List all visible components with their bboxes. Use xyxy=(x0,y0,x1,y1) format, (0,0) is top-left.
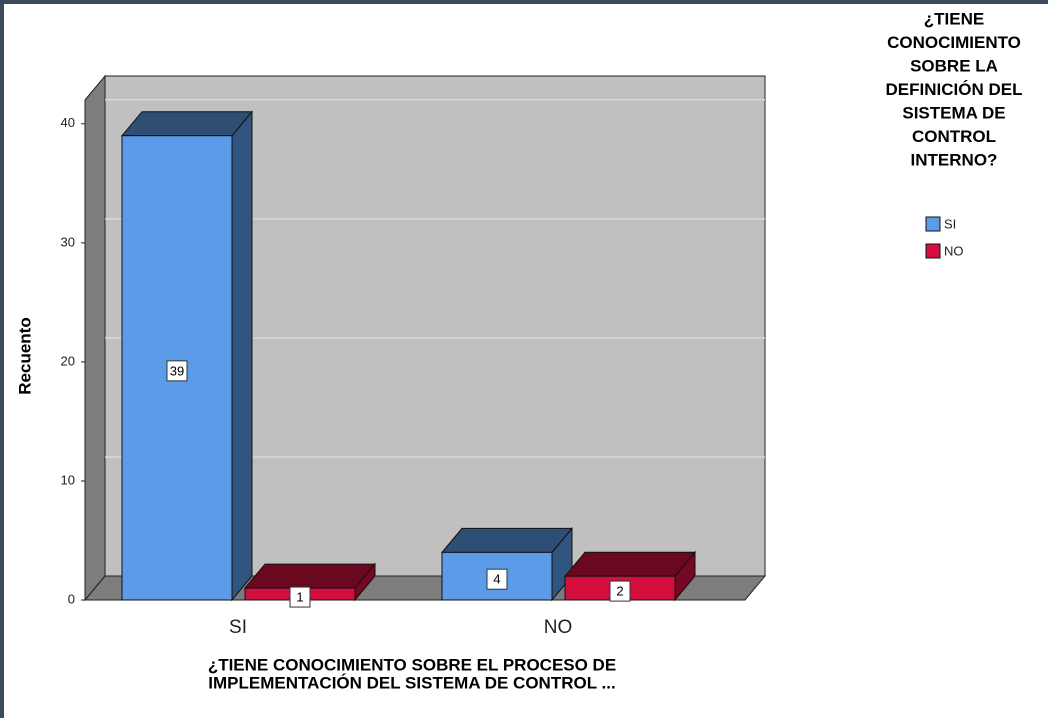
y-tick-label: 30 xyxy=(61,234,75,249)
data-label-box xyxy=(289,586,311,608)
legend-label: SI xyxy=(944,216,956,231)
legend-title: CONTROL xyxy=(912,127,996,146)
legend-title: ¿TIENE xyxy=(924,9,984,28)
data-label-box xyxy=(609,580,631,602)
left-wall xyxy=(84,74,106,602)
data-label: 39 xyxy=(170,363,184,378)
legend-label: NO xyxy=(944,243,964,258)
data-label: 2 xyxy=(616,584,623,599)
legend-title: CONOCIMIENTO xyxy=(887,33,1021,52)
legend-title: INTERNO? xyxy=(911,150,998,169)
legend-title: DEFINICIÓN DEL xyxy=(886,80,1023,99)
chart: Recuento 0 10 20 30 40 SI 39 1 NO 4 2 ¿TIENE CONOCI… xyxy=(15,9,1023,692)
data-label: 4 xyxy=(493,572,500,587)
data-label: 1 xyxy=(296,589,303,604)
x-tick-label: NO xyxy=(544,617,573,638)
bar-top xyxy=(243,563,377,589)
data-label-box xyxy=(486,568,508,590)
y-tick-label: 10 xyxy=(61,472,75,487)
y-axis-title: Recuento xyxy=(15,317,34,394)
bar-top xyxy=(120,111,254,137)
legend-swatch xyxy=(925,216,941,232)
y-tick-label: 40 xyxy=(61,115,75,130)
x-tick-label: SI xyxy=(229,617,247,638)
legend-swatch xyxy=(925,243,941,259)
legend-title: SOBRE LA xyxy=(910,56,998,75)
legend-title: SISTEMA DE xyxy=(902,103,1005,122)
x-axis-title: ¿TIENE CONOCIMIENTO SOBRE EL PROCESO DE xyxy=(208,655,616,674)
bar-side xyxy=(231,110,253,602)
bar-top xyxy=(440,527,574,553)
data-label-box xyxy=(166,360,188,382)
y-tick-label: 0 xyxy=(68,591,75,606)
bar-top xyxy=(563,551,697,577)
x-axis-title: IMPLEMENTACIÓN DEL SISTEMA DE CONTROL ..… xyxy=(208,673,615,692)
y-tick-label: 20 xyxy=(61,353,75,368)
